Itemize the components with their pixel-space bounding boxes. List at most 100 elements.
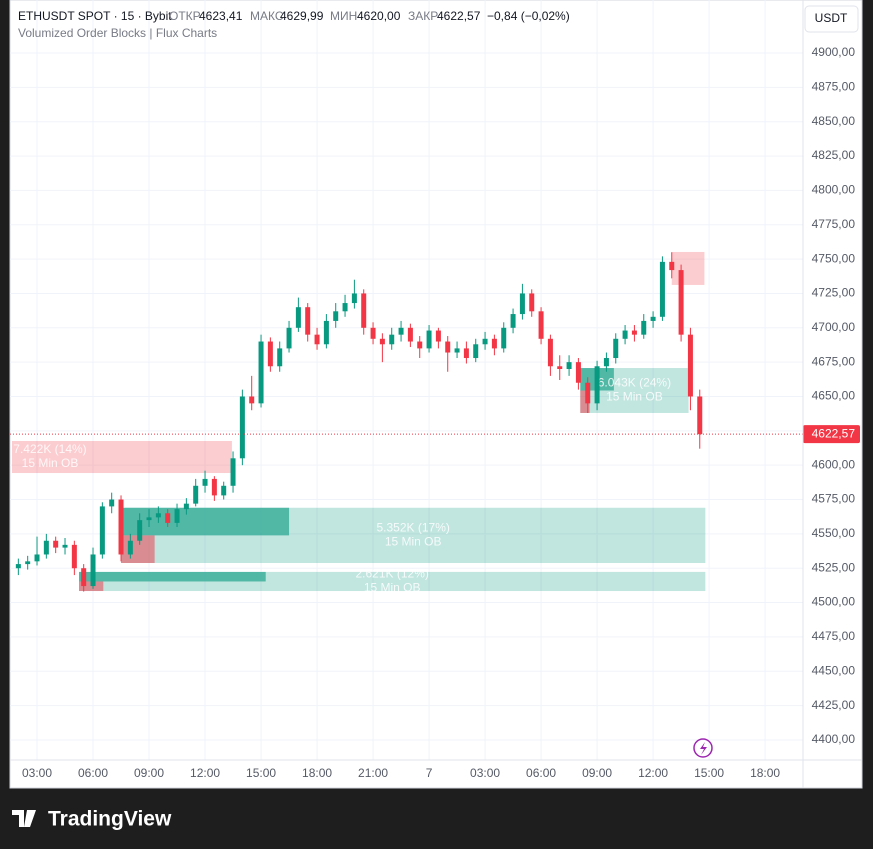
y-tick-label: 4525,00: [812, 560, 856, 574]
y-tick-label: 4800,00: [812, 183, 856, 197]
candle-body: [314, 334, 320, 345]
x-tick-label: 18:00: [750, 766, 780, 780]
candle-body: [43, 540, 49, 555]
order-block-sublabel: 15 Min OB: [364, 581, 421, 595]
candle-body: [678, 270, 684, 335]
y-tick-label: 4550,00: [812, 526, 856, 540]
currency-button[interactable]: [804, 5, 859, 33]
order-block-sublabel: 15 Min OB: [606, 390, 663, 404]
change-value: −0,84 (−0,02%): [487, 9, 570, 23]
high-value: 4629,99: [280, 9, 324, 23]
y-tick-label: 4775,00: [812, 217, 856, 231]
chart-panel: [9, 0, 863, 789]
candle-body: [389, 334, 395, 345]
axes: 4400,00 4425,00 4450,00 4475,00 4500,00 4525,…: [10, 45, 860, 780]
alert-bolt: [700, 742, 707, 755]
candle-body: [631, 330, 637, 335]
candle-body: [109, 499, 115, 507]
candle-body: [529, 293, 535, 312]
candle-body: [463, 348, 469, 359]
candle-body: [15, 564, 21, 569]
bear-volume: [79, 581, 104, 592]
bull-volume: [79, 571, 266, 582]
close-value: 4622,57: [437, 9, 481, 23]
candle-body: [594, 366, 600, 404]
candle-body: [473, 344, 479, 359]
y-tick-label: 4675,00: [812, 354, 856, 368]
candle-body: [538, 311, 544, 339]
y-tick-label: 4825,00: [812, 148, 856, 162]
candle-body: [361, 293, 367, 328]
candle-body: [62, 544, 68, 548]
x-tick-label: 09:00: [582, 766, 612, 780]
candle-body: [118, 499, 124, 555]
symbol: ETHUSDT SPOT · 15 · Bybit: [18, 9, 172, 23]
candle-body: [230, 458, 236, 486]
header: ETHUSDT SPOT · 15 · Bybit ОТКР 4623,41 М…: [18, 9, 570, 40]
y-tick-label: 4850,00: [812, 114, 856, 128]
order-block-label: 2.621K (12%): [355, 567, 428, 581]
candle-body: [165, 513, 171, 523]
candle-body: [183, 503, 189, 510]
candle-body: [370, 327, 376, 339]
x-tick-label: 09:00: [134, 766, 164, 780]
candle-body: [641, 320, 647, 335]
candle-body: [426, 330, 432, 349]
candle-body: [519, 293, 525, 315]
candle-body: [669, 261, 675, 271]
candle-body: [146, 517, 152, 521]
candle-body: [90, 554, 96, 587]
order-block-label: 7.422K (14%): [13, 442, 86, 456]
x-tick-label: 06:00: [526, 766, 556, 780]
y-tick-label: 4575,00: [812, 492, 856, 506]
candle-body: [305, 307, 311, 335]
candle-body: [659, 261, 665, 317]
candle-body: [510, 314, 516, 328]
last-price-box: [803, 425, 860, 444]
candle-body: [239, 396, 245, 459]
y-tick-label: 4500,00: [812, 595, 856, 609]
open-label: ОТКР: [169, 9, 201, 23]
y-tick-label: 4425,00: [812, 698, 856, 712]
currency[interactable]: USDT: [815, 11, 848, 25]
low-value: 4620,00: [357, 9, 401, 23]
candle-body: [585, 382, 591, 404]
grid: [10, 0, 803, 760]
candle-body: [81, 568, 87, 587]
candle-body: [127, 540, 133, 555]
candle-body: [417, 341, 423, 349]
candle-body: [407, 327, 413, 342]
order-block-label: 6.043K (24%): [598, 376, 671, 390]
order-block-sublabel: 15 Min OB: [22, 456, 79, 470]
candle-body: [379, 338, 385, 345]
open-value: 4623,41: [199, 9, 243, 23]
candle-body: [622, 330, 628, 339]
y-tick-label: 4900,00: [812, 45, 856, 59]
candle-body: [202, 478, 208, 486]
candle-body: [454, 348, 460, 353]
x-tick-label: 03:00: [22, 766, 52, 780]
candle-body: [249, 396, 255, 404]
candle-body: [267, 341, 273, 367]
candle-body: [566, 362, 572, 370]
candles: [15, 252, 703, 592]
candle-body: [445, 341, 451, 353]
order-block-label: 5.352K (17%): [376, 521, 449, 535]
candle-body: [99, 506, 105, 555]
y-tick-label: 4725,00: [812, 286, 856, 300]
candle-body: [575, 362, 581, 383]
candle-body: [687, 334, 693, 397]
candle-body: [342, 303, 348, 312]
x-tick-label: 03:00: [470, 766, 500, 780]
candle-body: [501, 327, 507, 349]
candle-body: [53, 540, 59, 548]
candle-body: [71, 544, 77, 569]
candle-body: [286, 327, 292, 349]
x-tick-label: 7: [426, 766, 433, 780]
candle-body: [482, 338, 488, 345]
bull-volume: [121, 507, 290, 536]
candle-body: [398, 327, 404, 335]
alert-icon[interactable]: [693, 738, 713, 758]
candle-body: [211, 478, 217, 496]
